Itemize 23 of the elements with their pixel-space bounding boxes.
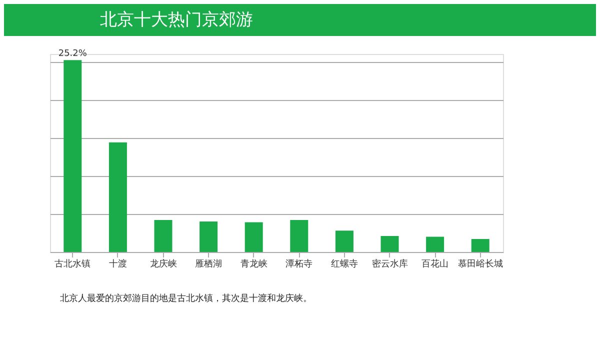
bar [108, 142, 127, 252]
bar [335, 230, 354, 252]
bar [290, 220, 308, 252]
bar [426, 236, 444, 252]
x-tick-label: 密云水库 [372, 258, 408, 270]
x-tick-label: 雁栖湖 [195, 258, 222, 270]
x-tick-label: 龙庆峡 [150, 258, 177, 270]
x-tick-label: 潭柘寺 [286, 258, 313, 270]
bar [471, 239, 490, 252]
x-tick-label: 红螺寺 [330, 258, 358, 270]
bar [64, 60, 82, 252]
bar [154, 220, 172, 252]
bar [380, 236, 399, 252]
chart-title: 北京十大热门京郊游 [100, 10, 253, 30]
bar [200, 222, 218, 252]
x-tick-label: 十渡 [108, 258, 127, 270]
x-tick-label: 慕田峪长城 [458, 258, 503, 270]
x-tick-label: 百花山 [422, 258, 449, 270]
x-tick-label: 青龙峡 [240, 258, 268, 270]
data-label: 25.2% [58, 49, 88, 60]
x-tick-label: 古北水镇 [54, 258, 91, 270]
text: 北京人最爱的京郊游目的地是古北水镇，其次是十渡和龙庆峡。 [60, 293, 312, 304]
bar [244, 222, 263, 252]
